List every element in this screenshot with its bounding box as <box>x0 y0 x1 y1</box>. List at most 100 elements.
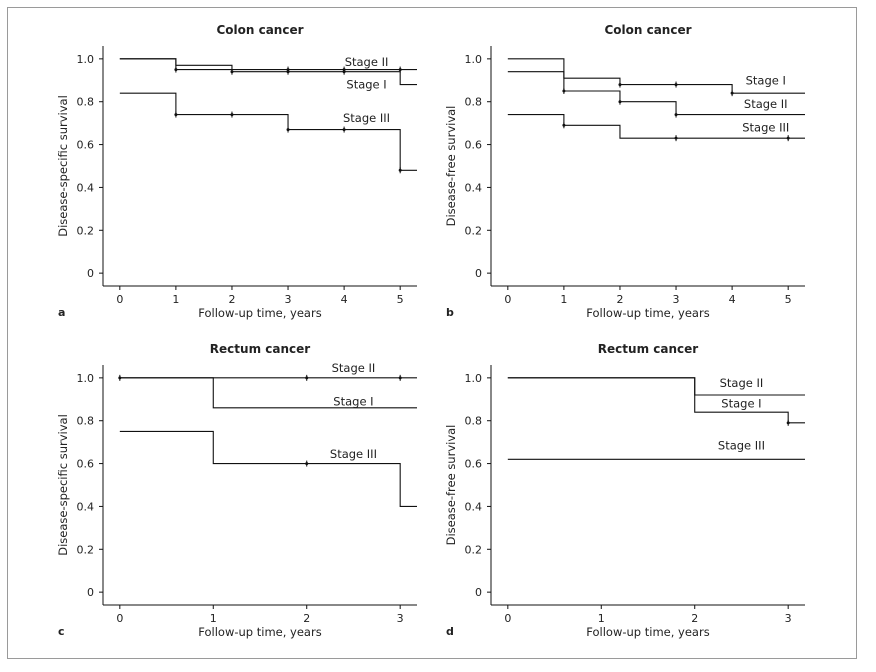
censor-dot <box>730 91 734 95</box>
y-tick-label: 0.4 <box>77 500 95 513</box>
panel-letter: b <box>446 306 454 319</box>
y-tick-label: 0.8 <box>465 96 483 109</box>
series-label: Stage I <box>346 78 386 92</box>
x-tick-label: 4 <box>729 293 736 306</box>
censor-dot <box>786 421 790 425</box>
x-tick-label: 5 <box>397 293 404 306</box>
chart-title: Rectum cancer <box>598 342 698 356</box>
y-tick-label: 0.2 <box>77 543 95 556</box>
x-tick-label: 1 <box>598 612 605 625</box>
x-tick-label: 2 <box>228 293 235 306</box>
y-tick-label: 0.6 <box>465 458 483 471</box>
censor-dot <box>230 70 234 74</box>
survival-curve-stage-iii <box>119 430 417 507</box>
censor-dot <box>286 70 290 74</box>
y-tick-label: 0.4 <box>465 181 483 194</box>
x-tick-label: 0 <box>504 293 511 306</box>
chart-panel-b: Colon cancer 0 0.2 0.4 0.6 0.8 1.0 0 1 2 3 4 5 Follow… <box>444 23 805 320</box>
x-tick-label: 0 <box>116 293 123 306</box>
x-tick-label: 0 <box>116 612 123 625</box>
censor-dot <box>398 168 402 172</box>
y-tick-label: 0.2 <box>465 224 483 237</box>
survival-curve-stage-iii <box>119 92 417 171</box>
y-tick-label: 0.6 <box>77 458 95 471</box>
y-tick-label: 0.8 <box>77 96 95 109</box>
censor-dot <box>674 136 678 140</box>
x-tick-label: 3 <box>285 293 292 306</box>
y-axis-label: Disease-free survival <box>444 106 458 227</box>
chart-title: Colon cancer <box>216 23 303 37</box>
censor-dot <box>305 376 309 380</box>
x-tick-label: 3 <box>673 293 680 306</box>
y-tick-label: 0 <box>475 586 482 599</box>
x-tick-label: 2 <box>691 612 698 625</box>
series-label: Stage II <box>744 97 788 111</box>
censor-dot <box>398 376 402 380</box>
censor-dot <box>230 113 234 117</box>
y-tick-label: 1.0 <box>77 53 95 66</box>
censor-dot <box>618 100 622 104</box>
y-tick-label: 0.2 <box>465 543 483 556</box>
x-tick-label: 1 <box>172 293 179 306</box>
y-tick-label: 0.4 <box>465 500 483 513</box>
x-tick-label: 1 <box>210 612 217 625</box>
y-tick-label: 1.0 <box>465 372 483 385</box>
series-label: Stage III <box>742 120 789 134</box>
y-tick-label: 0 <box>87 267 94 280</box>
x-axis-label: Follow-up time, years <box>198 625 321 639</box>
censor-dot <box>305 462 309 466</box>
panel-letter: c <box>58 625 65 638</box>
x-axis-label: Follow-up time, years <box>586 625 709 639</box>
y-tick-label: 0.8 <box>465 415 483 428</box>
series-label: Stage III <box>718 438 765 452</box>
x-axis-label: Follow-up time, years <box>586 306 709 320</box>
censor-dot <box>398 68 402 72</box>
x-tick-label: 0 <box>504 612 511 625</box>
chart-panel-d: Rectum cancer 0 0.2 0.4 0.6 0.8 1.0 0 1 2 3 Follow-… <box>444 342 805 639</box>
y-tick-label: 0.4 <box>77 181 95 194</box>
censor-dot <box>618 83 622 87</box>
survival-curve-stage-i <box>507 377 805 424</box>
censor-dot <box>674 83 678 87</box>
y-tick-label: 0.6 <box>77 139 95 152</box>
y-tick-label: 0.2 <box>77 224 95 237</box>
censor-dot <box>174 113 178 117</box>
series-label: Stage I <box>721 397 761 411</box>
panel-letter: a <box>58 306 65 319</box>
y-tick-label: 1.0 <box>77 372 95 385</box>
y-axis-label: Disease-specific survival <box>56 95 70 237</box>
x-tick-label: 1 <box>560 293 567 306</box>
y-axis-label: Disease-specific survival <box>56 414 70 556</box>
y-tick-label: 0.6 <box>465 139 483 152</box>
y-tick-label: 0 <box>475 267 482 280</box>
x-tick-label: 5 <box>785 293 792 306</box>
series-label: Stage III <box>343 111 390 125</box>
censor-dot <box>342 70 346 74</box>
censor-dot <box>786 136 790 140</box>
series-label: Stage II <box>332 361 376 375</box>
censor-dot <box>562 123 566 127</box>
series-label: Stage III <box>330 447 377 461</box>
chart-title: Colon cancer <box>604 23 691 37</box>
series-label: Stage I <box>333 394 373 408</box>
censor-dot <box>562 89 566 93</box>
chart-panel-c: Rectum cancer 0 0.2 0.4 0.6 0.8 1.0 0 1 2 3 Follow-… <box>56 342 417 639</box>
censor-dot <box>342 128 346 132</box>
y-tick-label: 0 <box>87 586 94 599</box>
x-tick-label: 2 <box>303 612 310 625</box>
series-label: Stage II <box>720 376 764 390</box>
y-tick-label: 1.0 <box>465 53 483 66</box>
censor-dot <box>174 68 178 72</box>
x-tick-label: 3 <box>397 612 404 625</box>
panel-letter: d <box>446 625 454 638</box>
y-tick-label: 0.8 <box>77 415 95 428</box>
censor-dot <box>286 128 290 132</box>
series-label: Stage I <box>746 73 786 87</box>
x-axis-label: Follow-up time, years <box>198 306 321 320</box>
x-tick-label: 3 <box>785 612 792 625</box>
survival-curve-stage-i <box>119 377 417 409</box>
y-axis-label: Disease-free survival <box>444 425 458 546</box>
chart-panel-a: Colon cancer 0 0.2 0.4 0.6 0.8 1.0 0 1 2 3 4 5 Follow… <box>56 23 417 320</box>
censor-dot <box>674 113 678 117</box>
series-label: Stage II <box>345 55 389 69</box>
